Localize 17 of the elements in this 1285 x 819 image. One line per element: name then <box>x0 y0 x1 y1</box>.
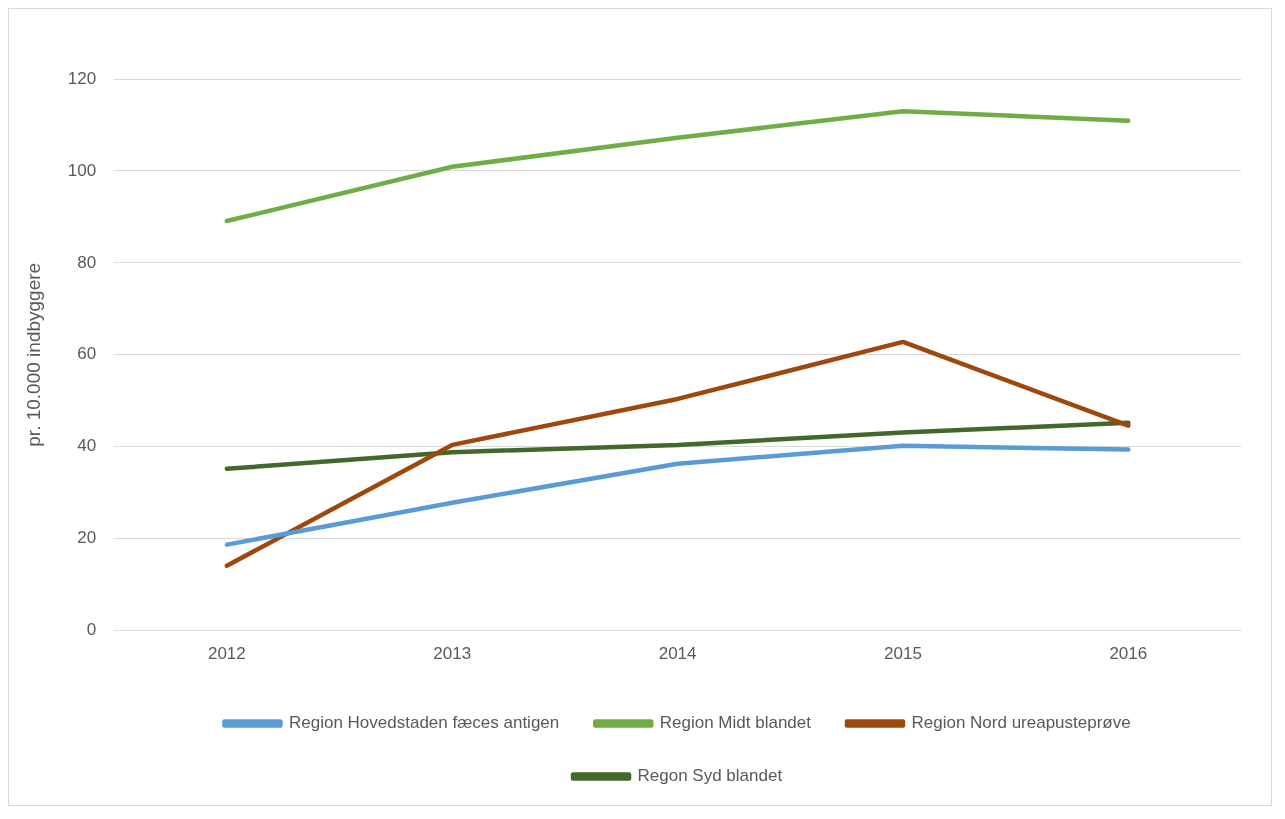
x-tick-label: 2014 <box>658 644 697 664</box>
y-tick-label: 100 <box>67 160 97 180</box>
y-tick-label: 120 <box>67 68 97 88</box>
x-tick-label: 2013 <box>433 644 472 664</box>
x-tick-label: 2015 <box>884 644 922 664</box>
y-tick-label: 40 <box>77 436 97 456</box>
legend-label: Region Hovedstaden fæces antigen <box>288 713 560 733</box>
legend-label: Regon Syd blandet <box>637 766 783 786</box>
legend-label: Region Midt blandet <box>659 713 812 733</box>
x-tick-label: 2012 <box>207 644 246 664</box>
y-tick-label: 0 <box>86 620 97 640</box>
x-tick-label: 2016 <box>1109 644 1148 664</box>
y-axis-title: pr. 10.000 indbyggere <box>22 262 44 447</box>
legend-label: Region Nord ureapusteprøve <box>911 713 1131 733</box>
y-tick-label: 20 <box>77 528 97 548</box>
y-tick-label: 60 <box>77 344 97 364</box>
y-tick-label: 80 <box>77 252 97 272</box>
